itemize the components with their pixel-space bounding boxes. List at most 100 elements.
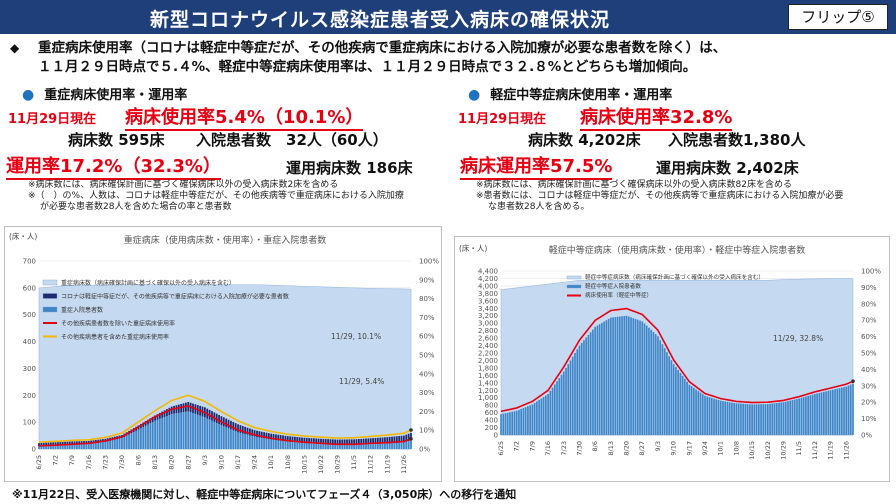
severe-patient-bar bbox=[132, 432, 135, 449]
severe-patient-bar bbox=[111, 440, 114, 449]
x-tick-label: 10/15 bbox=[748, 441, 756, 460]
other-disease-bar bbox=[339, 439, 341, 445]
mild-patient-bar bbox=[701, 394, 704, 435]
other-disease-bar bbox=[275, 434, 277, 441]
other-disease-bar bbox=[170, 406, 173, 415]
legend-label: コロナは軽症中等症だが、その他疾病等で重症病床における入院加療が必要な患者数 bbox=[61, 293, 289, 301]
other-disease-bar bbox=[305, 437, 308, 444]
mild-patient-bar bbox=[601, 322, 603, 435]
severe-patient-bar bbox=[76, 444, 78, 449]
mild-patient-bar bbox=[545, 395, 547, 435]
severe-patient-bar bbox=[267, 439, 270, 449]
y2-tick-label: 30% bbox=[419, 389, 435, 397]
severe-patient-bar bbox=[225, 427, 228, 449]
other-disease-bar bbox=[76, 441, 78, 445]
x-tick-label: 11/5 bbox=[795, 441, 803, 456]
right-patients: 入院患者数1,380人 bbox=[668, 131, 806, 149]
mild-patient-bar bbox=[820, 392, 823, 435]
severe-patient-bar bbox=[258, 437, 261, 449]
mild-patient-bar bbox=[809, 395, 812, 435]
summary-line-2: １１月２９日時点で５.４%、軽症中等症病床使用率は、１１月２９日時点で３２.８%… bbox=[38, 59, 697, 75]
rate-line bbox=[500, 307, 854, 413]
other-disease-bar bbox=[403, 435, 405, 443]
severe-patient-bar bbox=[405, 441, 408, 449]
y-tick-label: 2,400 bbox=[478, 342, 498, 350]
severe-patient-bar bbox=[391, 443, 393, 449]
mild-patient-bar bbox=[657, 336, 659, 435]
severe-patient-bar bbox=[315, 443, 318, 449]
mild-patient-bar bbox=[688, 384, 691, 435]
y-tick-label: 4,200 bbox=[478, 275, 498, 283]
severe-patient-bar bbox=[64, 445, 66, 449]
left-beds: 病床数 595床 bbox=[68, 131, 165, 149]
severe-patient-bar bbox=[194, 413, 197, 449]
mild-patient-bar bbox=[814, 394, 816, 435]
mild-patient-bar bbox=[610, 317, 612, 435]
severe-patient-bar bbox=[355, 444, 358, 449]
other-disease-bar bbox=[381, 437, 384, 444]
mild-patient-bar bbox=[811, 394, 814, 435]
severe-patient-bar bbox=[121, 438, 123, 449]
mild-patient-bar bbox=[522, 408, 525, 435]
severe-patient-bar bbox=[42, 446, 45, 449]
severe-patient-bar bbox=[282, 441, 284, 449]
other-disease-bar bbox=[322, 438, 325, 445]
rate-line-excluding-other bbox=[38, 405, 412, 447]
other-disease-bar bbox=[239, 425, 242, 433]
other-disease-bar bbox=[270, 433, 273, 440]
bed-capacity-area bbox=[500, 278, 854, 436]
mild-patient-bar bbox=[569, 360, 572, 435]
other-disease-bar bbox=[144, 421, 147, 426]
y-tick-label: 600 bbox=[23, 284, 36, 292]
mild-patient-bar bbox=[733, 402, 736, 435]
y-tick-label: 400 bbox=[23, 338, 36, 346]
other-disease-bar bbox=[52, 442, 55, 446]
mild-patient-bar bbox=[542, 396, 545, 435]
other-disease-bar bbox=[388, 436, 391, 444]
mild-patient-bar bbox=[558, 378, 561, 435]
severe-patient-bar bbox=[291, 442, 294, 449]
right-note-2: ※患者数には、コロナは軽症中等症だが、その他疾病等で重症病床における入院加療が必… bbox=[476, 191, 844, 201]
severe-patient-bar bbox=[376, 443, 379, 449]
severe-patient-bar bbox=[331, 444, 334, 449]
severe-patient-bar bbox=[180, 412, 183, 449]
mild-patient-bar bbox=[690, 386, 693, 435]
legend-label: 重症病床数（病床確保計画に基づく確保以外の受入病床を含む） bbox=[61, 279, 235, 287]
x-tick-label: 7/9 bbox=[68, 455, 76, 465]
severe-patient-bar bbox=[410, 440, 412, 449]
mild-patient-bar bbox=[771, 403, 774, 435]
severe-patient-bar bbox=[125, 435, 128, 449]
severe-patient-bar bbox=[320, 444, 322, 449]
other-disease-bar bbox=[149, 418, 152, 424]
other-disease-bar bbox=[256, 430, 258, 438]
y-tick-label: 1,000 bbox=[478, 394, 498, 402]
mild-patient-bar bbox=[580, 342, 583, 435]
mild-patient-bar bbox=[692, 387, 695, 435]
other-disease-bar bbox=[341, 439, 344, 445]
severe-patient-bar bbox=[173, 413, 175, 449]
right-section-label: 軽症中等症病床使用率・運用率 bbox=[490, 88, 673, 103]
severe-patient-bar bbox=[381, 443, 384, 449]
severe-patient-bar bbox=[71, 444, 74, 449]
other-disease-bar bbox=[312, 438, 315, 444]
severe-patient-bar bbox=[104, 442, 107, 449]
mild-patient-bar bbox=[612, 317, 614, 435]
mild-patient-bar bbox=[784, 401, 787, 435]
mild-patient-bar bbox=[625, 315, 628, 435]
x-tick-label: 10/29 bbox=[779, 441, 787, 460]
other-disease-bar bbox=[147, 419, 149, 425]
mild-patient-bar bbox=[589, 332, 592, 435]
severe-patient-bar bbox=[310, 443, 313, 449]
rate-line-including-other bbox=[38, 394, 412, 443]
x-tick-label: 9/3 bbox=[201, 455, 209, 465]
other-disease-bar bbox=[386, 437, 389, 444]
severe-patient-bar bbox=[227, 428, 230, 449]
mild-patient-bar bbox=[663, 348, 666, 435]
mild-patient-bar bbox=[704, 395, 706, 435]
severe-patient-bar bbox=[294, 442, 296, 449]
mild-patient-bar bbox=[708, 397, 711, 435]
y-tick-label: 0 bbox=[32, 446, 36, 454]
severe-patient-bar bbox=[336, 444, 339, 449]
severe-patient-bar bbox=[187, 411, 190, 449]
severe-patient-bar bbox=[137, 429, 140, 449]
